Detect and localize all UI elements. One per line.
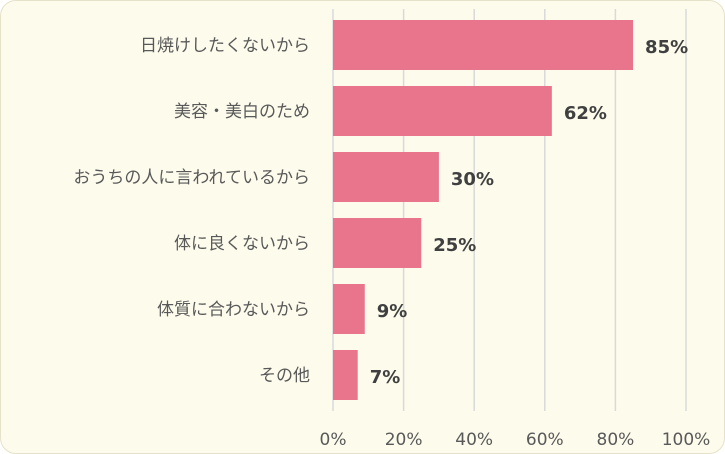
x-tick-label: 0% [320, 430, 347, 450]
data-label: 62% [564, 103, 607, 124]
category-label: 体質に合わないから [157, 300, 310, 320]
x-tick-label: 80% [597, 430, 635, 450]
x-tick-label: 40% [455, 430, 493, 450]
category-label: 日焼けしたくないから [140, 36, 310, 56]
bar [333, 20, 634, 70]
category-label: 体に良くないから [174, 234, 310, 254]
category-label: おうちの人に言われているから [73, 168, 310, 188]
x-tick-label: 20% [385, 430, 423, 450]
category-label: 美容・美白のため [174, 102, 310, 122]
data-label: 25% [433, 235, 476, 256]
value-labels: 85% 62% 30% 25% 9% 7% [370, 37, 688, 388]
bar [333, 218, 422, 268]
bar [333, 350, 358, 400]
data-label: 85% [645, 37, 688, 58]
bar [333, 284, 365, 334]
data-label: 30% [451, 169, 494, 190]
bar [333, 86, 552, 136]
x-tick-label: 60% [526, 430, 564, 450]
bar [333, 152, 439, 202]
gridlines [332, 9, 687, 411]
x-axis-ticks: 0% 20% 40% 60% 80% 100% [320, 430, 711, 450]
data-label: 9% [377, 301, 408, 322]
category-label: その他 [259, 366, 310, 386]
bars [333, 20, 634, 400]
data-label: 7% [370, 367, 401, 388]
x-tick-label: 100% [662, 430, 711, 450]
category-labels: 日焼けしたくないから美容・美白のためおうちの人に言われているから体に良くないから… [73, 36, 310, 386]
